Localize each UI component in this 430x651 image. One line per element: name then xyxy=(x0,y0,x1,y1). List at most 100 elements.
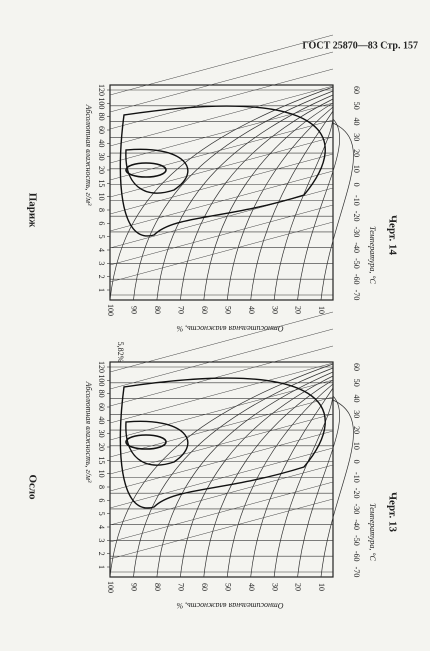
ah-tick-label: 100 xyxy=(97,374,106,386)
rh-curve xyxy=(250,110,334,301)
rh-tick-label: 60 xyxy=(200,306,209,314)
temperature-tick-label: -10 xyxy=(352,472,361,483)
figure-title: Париж xyxy=(26,193,38,228)
rh-curve xyxy=(273,114,334,301)
ah-line xyxy=(109,447,334,509)
ah-tick-label: 5 xyxy=(97,235,106,239)
ah-line xyxy=(109,311,334,373)
temperature-tick-label: 10 xyxy=(352,442,361,450)
rh-tick-label: 50 xyxy=(223,583,232,591)
rh-curve xyxy=(156,94,334,301)
rh-curve xyxy=(109,363,334,578)
ah-line xyxy=(109,396,334,458)
contour-middle xyxy=(125,148,189,194)
ah-tick-label: 2 xyxy=(97,552,106,556)
rh-tick-label: 70 xyxy=(176,306,185,314)
ah-tick-label: 10 xyxy=(97,193,106,201)
ah-tick-label: 8 xyxy=(97,485,106,489)
ah-tick-label: 8 xyxy=(97,208,106,212)
temperature-tick-label: 30 xyxy=(352,410,361,418)
ah-tick-label: 6 xyxy=(97,498,106,502)
ah-tick-label: 15 xyxy=(97,456,106,464)
temperature-tick-label: 40 xyxy=(352,118,361,126)
rh-curve xyxy=(320,399,354,578)
rh-tick-label: 30 xyxy=(270,306,279,314)
contour-inner xyxy=(125,162,167,178)
ah-axis-label: Абсолютная влажность, г/м³ xyxy=(84,104,93,206)
ah-tick-label: 2 xyxy=(97,275,106,279)
ah-line xyxy=(109,204,334,266)
rh-tick-label: 40 xyxy=(247,306,256,314)
rh-axis-label: Относительная влажность, % xyxy=(176,601,283,610)
rh-tick-label: 100 xyxy=(106,581,115,593)
ah-tick-label: 3 xyxy=(97,261,106,265)
temperature-tick-label: -70 xyxy=(352,567,361,578)
ah-line xyxy=(109,498,334,560)
rh-tick-label: 30 xyxy=(270,583,279,591)
temperature-tick-label: 50 xyxy=(352,102,361,110)
temperature-tick-label: -40 xyxy=(352,242,361,253)
ah-tick-label: 80 xyxy=(97,113,106,121)
rh-tick-label: 80 xyxy=(153,583,162,591)
ah-tick-label: 6 xyxy=(97,221,106,225)
ah-tick-label: 80 xyxy=(97,390,106,398)
ah-tick-label: 3 xyxy=(97,538,106,542)
rh-curve xyxy=(203,379,334,578)
temperature-tick-label: 60 xyxy=(352,363,361,371)
rh-curve xyxy=(133,90,334,301)
ah-tick-label: 10 xyxy=(97,470,106,478)
rh-tick-label: 40 xyxy=(247,583,256,591)
rh-tick-label: 20 xyxy=(294,583,303,591)
ah-tick-label: 60 xyxy=(97,126,106,134)
rh-axis-label: Относительная влажность, % xyxy=(176,324,283,333)
temperature-tick-label: 60 xyxy=(352,86,361,94)
ah-tick-label: 40 xyxy=(97,139,106,147)
ah-line xyxy=(109,170,334,232)
rh-curve xyxy=(156,371,334,578)
ah-line xyxy=(109,464,334,526)
ah-tick-label: 30 xyxy=(97,430,106,438)
temperature-tick-label: 50 xyxy=(352,379,361,387)
temperature-tick-label: 10 xyxy=(352,165,361,173)
ah-line xyxy=(109,85,334,147)
rh-curve xyxy=(297,395,341,578)
chart-frame xyxy=(109,84,334,301)
temperature-axis-label: Температура, °С xyxy=(368,226,377,284)
temperature-tick-label: 0 xyxy=(352,183,361,187)
corner-label: 5,82% xyxy=(116,342,125,363)
ah-tick-label: 4 xyxy=(97,525,106,529)
ah-line xyxy=(109,51,334,113)
ah-line xyxy=(109,362,334,424)
rh-tick-label: 20 xyxy=(294,306,303,314)
ah-line xyxy=(109,119,334,181)
temperature-tick-label: -60 xyxy=(352,551,361,562)
rh-tick-label: 10 xyxy=(317,306,326,314)
ah-line xyxy=(109,102,334,164)
temperature-tick-label: 40 xyxy=(352,395,361,403)
ah-tick-label: 30 xyxy=(97,153,106,161)
figure-title: Осло xyxy=(26,474,38,500)
page-header: ГОСТ 25870—83 Стр. 157 xyxy=(302,40,418,51)
temperature-tick-label: -60 xyxy=(352,274,361,285)
rh-curve xyxy=(203,102,334,301)
temperature-tick-label: 20 xyxy=(352,149,361,157)
rh-tick-label: 50 xyxy=(223,306,232,314)
contour-inner xyxy=(125,434,167,450)
contour-outer xyxy=(119,105,326,237)
rh-curve xyxy=(133,367,334,578)
figure-caption: Черт. 14 xyxy=(386,215,398,256)
temperature-tick-label: 30 xyxy=(352,133,361,141)
contour-outer xyxy=(119,377,326,509)
ah-tick-label: 20 xyxy=(97,166,106,174)
temperature-tick-label: -10 xyxy=(352,195,361,206)
temperature-tick-label: -20 xyxy=(352,488,361,499)
rh-tick-label: 90 xyxy=(130,583,139,591)
ah-tick-label: 20 xyxy=(97,443,106,451)
ah-tick-label: 60 xyxy=(97,403,106,411)
ah-axis-label: Абсолютная влажность, г/м³ xyxy=(84,381,93,483)
ah-line xyxy=(109,430,334,492)
temperature-axis-label: Температура, °С xyxy=(368,503,377,561)
rh-curve xyxy=(320,122,354,301)
